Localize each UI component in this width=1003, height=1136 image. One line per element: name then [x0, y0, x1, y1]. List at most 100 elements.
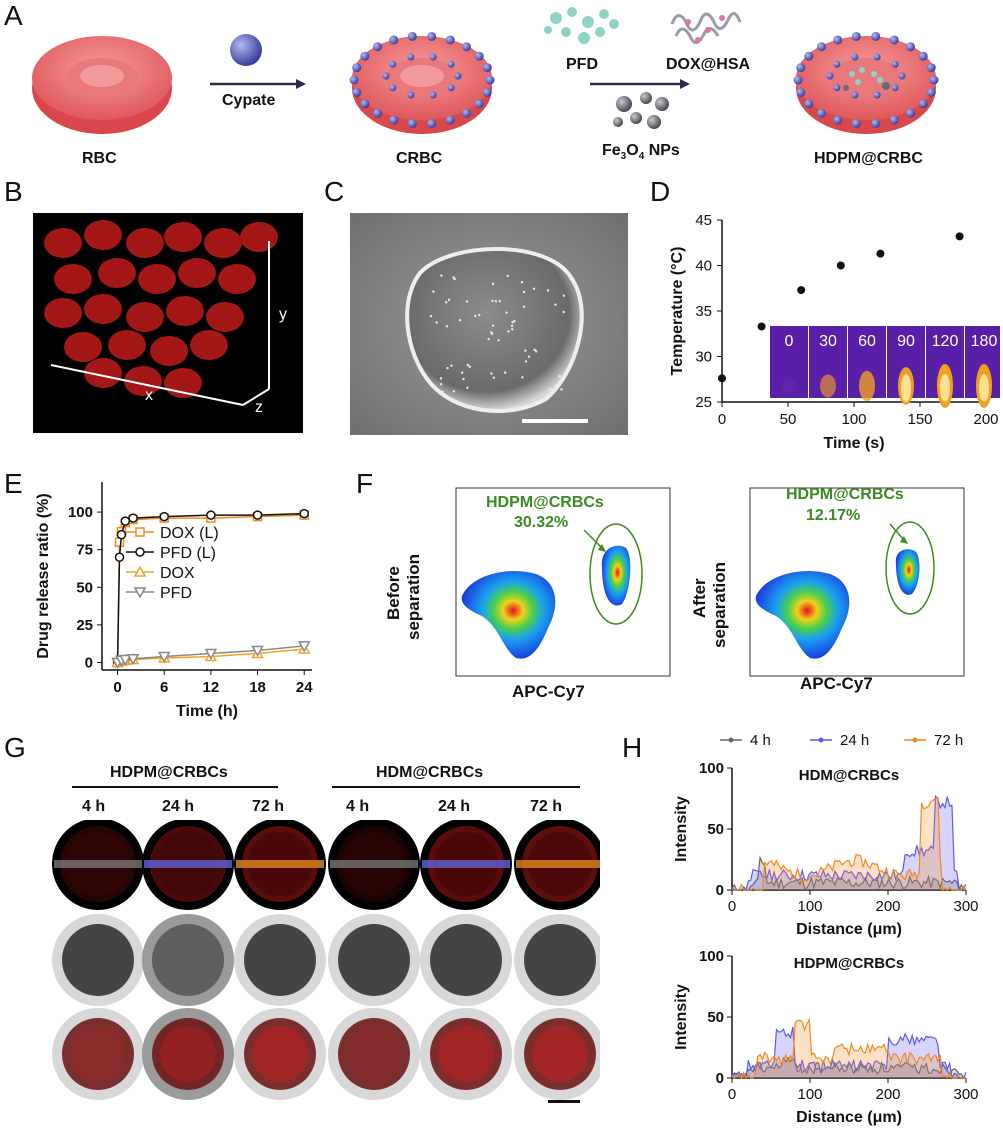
- nanoparticle-dot: [491, 299, 494, 303]
- nanoparticle-dot: [478, 313, 481, 317]
- nanoparticle-dot: [497, 339, 500, 342]
- x-tick-label: 100: [797, 898, 822, 915]
- nanoparticle-dot: [532, 287, 536, 291]
- nanoparticle-dot: [505, 311, 508, 314]
- hdpm-illustration: [796, 36, 936, 134]
- x-axis-label: Distance (μm): [796, 921, 902, 938]
- x-tick-label: 0: [718, 411, 726, 428]
- y-tick-label: 0: [716, 882, 724, 899]
- cypate-dot: [918, 99, 928, 109]
- y-tick-label: 50: [707, 821, 724, 838]
- legend-marker: [133, 587, 147, 599]
- cypate-dot: [352, 63, 362, 73]
- g-time-2: 24 h: [162, 798, 195, 815]
- spheroid-signal: [70, 1026, 126, 1082]
- cypate-dot: [891, 84, 899, 92]
- g-group2-label: HDM@CRBCs: [376, 764, 484, 781]
- cypate-dot: [873, 53, 881, 61]
- spheroid-signal: [346, 1026, 402, 1082]
- thermal-time-label: 30: [819, 333, 837, 350]
- spheroid-grid: [52, 820, 600, 1103]
- nanoparticle-dot: [439, 382, 443, 386]
- cell: [54, 264, 92, 294]
- nanoparticle-dot: [511, 321, 514, 324]
- data-point: [157, 651, 171, 664]
- legend-marker: [133, 565, 147, 577]
- plot-title: HDPM@CRBCs: [794, 955, 904, 972]
- thermal-core: [979, 374, 989, 402]
- spheroid-signal: [252, 1026, 308, 1082]
- cypate-dot: [445, 35, 455, 45]
- cypate-dot: [389, 60, 397, 68]
- profile-line: [731, 794, 967, 892]
- thermal-image: [770, 326, 808, 398]
- cypate-dot: [851, 31, 861, 41]
- data-point: [797, 286, 806, 295]
- y-tick-label: 25: [695, 394, 712, 411]
- nanoparticle-dot: [466, 386, 469, 389]
- spheroid: [338, 924, 410, 996]
- f-left-gate-label: HDPM@CRBCs: [486, 494, 604, 511]
- cypate-dot: [429, 53, 437, 61]
- cypate-dot: [833, 35, 843, 45]
- f-right-gate-label: HDPM@CRBCs: [786, 486, 904, 503]
- nanoparticle-dot: [548, 388, 552, 391]
- data-point: [252, 510, 263, 520]
- nanoparticle-dot: [490, 331, 493, 334]
- nanoparticle-dot: [507, 330, 510, 333]
- legend-marker: [912, 737, 918, 743]
- doxhsa-label: DOX@HSA: [666, 56, 751, 73]
- cell: [124, 366, 162, 396]
- nanoparticle-dot: [521, 376, 524, 379]
- scale-bar: [548, 1100, 580, 1103]
- spheroid: [524, 924, 596, 996]
- cypate-dot: [833, 60, 841, 68]
- nanoparticle-dot: [458, 319, 462, 322]
- profile-area: [732, 1057, 966, 1078]
- spheroid: [244, 924, 316, 996]
- data-point: [119, 654, 132, 667]
- y-tick-label: 35: [695, 303, 712, 320]
- nanoparticle-dot: [533, 348, 536, 352]
- cypate-dot: [873, 91, 881, 99]
- profile-line: [731, 855, 966, 891]
- cypate-dot: [926, 63, 936, 73]
- y-tick-label: 100: [699, 760, 724, 777]
- cypate-dot: [447, 84, 455, 92]
- cypate-dot: [462, 108, 472, 118]
- cypate-dot: [349, 75, 359, 85]
- profile-line: [330, 860, 418, 868]
- cypate-dot: [793, 75, 803, 85]
- legend-label: 24 h: [840, 732, 869, 749]
- fe3o4-label: Fe3O4 NPs: [602, 142, 680, 163]
- cypate-dot: [389, 115, 399, 125]
- y-tick-label: 75: [76, 542, 93, 559]
- nanoparticle-dot: [494, 300, 498, 303]
- nanoparticle-dot: [450, 364, 453, 367]
- spheroid-signal: [532, 1026, 588, 1082]
- g-time-6: 72 h: [530, 798, 563, 815]
- x-tick-label: 50: [780, 411, 797, 428]
- panel-label-g: G: [4, 732, 26, 763]
- nanoparticle-dot: [445, 325, 449, 328]
- legend-label: 72 h: [934, 732, 963, 749]
- nanoparticle-dot: [460, 371, 464, 374]
- x-tick-label: 18: [249, 679, 266, 696]
- data-point: [204, 648, 218, 661]
- profile-line: [516, 860, 600, 868]
- nanoparticle-dot: [503, 371, 507, 374]
- spheroid: [338, 1018, 410, 1090]
- y-tick-label: 0: [85, 654, 93, 671]
- cell: [150, 336, 188, 366]
- profile-area: [732, 797, 966, 890]
- y-tick-label: 100: [68, 504, 93, 521]
- cypate-dot: [851, 53, 859, 61]
- cypate-dot: [360, 99, 370, 109]
- cell: [204, 228, 242, 258]
- f-right-ylabel-1: After: [690, 578, 709, 618]
- data-point: [955, 232, 964, 241]
- nanoparticle-dot: [511, 328, 514, 331]
- y-tick-label: 45: [695, 212, 712, 229]
- g-time-5: 24 h: [438, 798, 471, 815]
- cypate-dot: [918, 51, 928, 61]
